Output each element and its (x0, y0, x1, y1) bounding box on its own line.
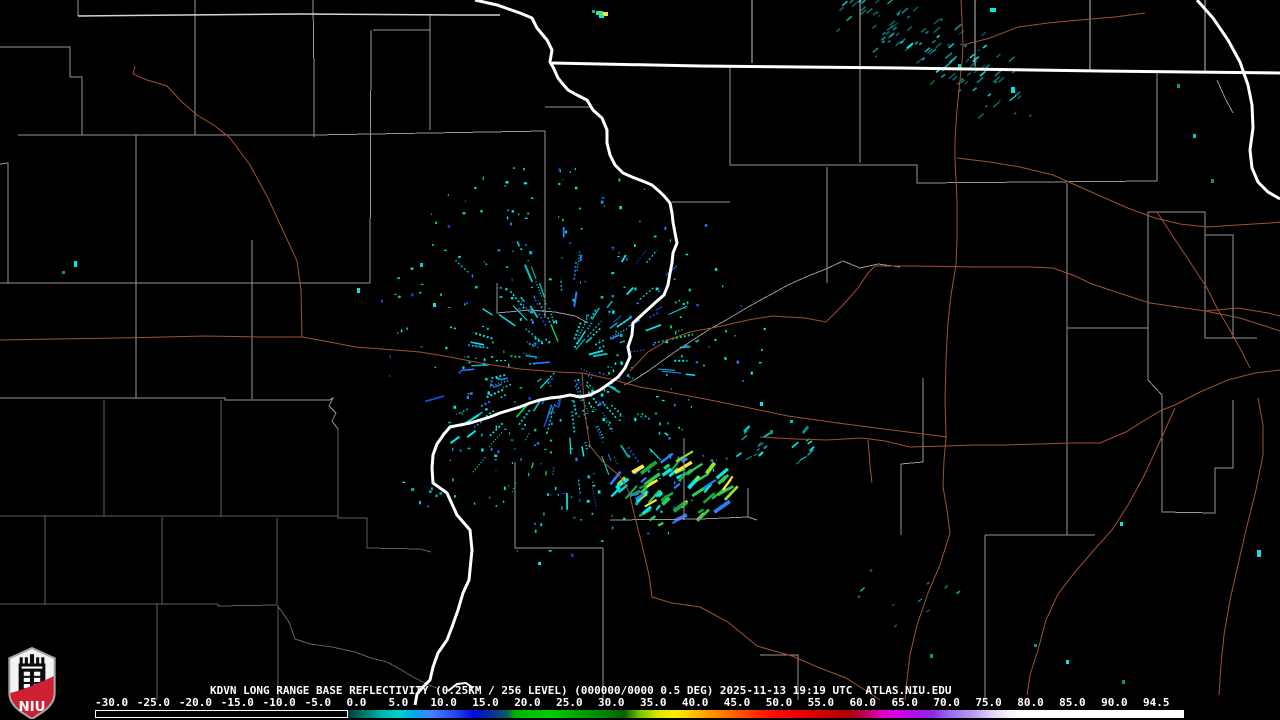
colorbar-label: 35.0 (639, 696, 667, 709)
colorbar-label: 5.0 (388, 696, 409, 709)
river-and-state-lines (77, 0, 1280, 706)
colorbar-label: -25.0 (136, 696, 171, 709)
colorbar-label: 80.0 (1017, 696, 1044, 709)
colorbar-label: 90.0 (1101, 696, 1128, 709)
colorbar-negative-segment (95, 710, 348, 718)
logo-red-band (9, 675, 55, 719)
caption-text: KDVN LONG RANGE BASE REFLECTIVITY (0.25K… (210, 684, 853, 697)
colorbar-label: 20.0 (514, 696, 541, 709)
colorbar-labels: -30.0 -25.0 -20.0 -15.0 -10.0 -5.0 0.0 5.0 10.0 1… (95, 696, 1215, 709)
colorbar-label: 60.0 (849, 696, 877, 709)
colorbar-label: 50.0 (765, 696, 793, 709)
colorbar-label: 85.0 (1059, 696, 1086, 709)
colorbar-gradient-segment (347, 710, 1184, 718)
colorbar-label: -30.0 (95, 696, 129, 709)
logo-text: NIU (19, 700, 46, 715)
county-lines (0, 0, 1257, 700)
colorbar-label: 94.5 (1143, 696, 1170, 709)
colorbar-label: 70.0 (933, 696, 960, 709)
colorbar-label: 30.0 (598, 696, 625, 709)
colorbar-label: -5.0 (304, 696, 332, 709)
colorbar-label: 25.0 (556, 696, 583, 709)
logo-shield-outline (8, 647, 56, 719)
colorbar-label: 40.0 (681, 696, 709, 709)
colorbar-label: 10.0 (430, 696, 457, 709)
colorbar-label: -20.0 (178, 696, 212, 709)
colorbar-label: -10.0 (262, 696, 296, 709)
colorbar-label: 15.0 (472, 696, 499, 709)
colorbar-label: 0.0 (346, 696, 367, 709)
niu-logo: NIU (8, 647, 56, 719)
colorbar-label: 75.0 (975, 696, 1002, 709)
highway-lines (0, 0, 1280, 701)
caption-source: ATLAS.NIU.EDU (865, 684, 952, 697)
caption: KDVN LONG RANGE BASE REFLECTIVITY (0.25K… (210, 684, 951, 697)
radar-echoes (62, 0, 1261, 684)
colorbar (95, 710, 1184, 718)
colorbar-label: 65.0 (891, 696, 918, 709)
colorbar-label: -15.0 (220, 696, 254, 709)
colorbar-label: 45.0 (723, 696, 751, 709)
colorbar-label: 55.0 (807, 696, 835, 709)
